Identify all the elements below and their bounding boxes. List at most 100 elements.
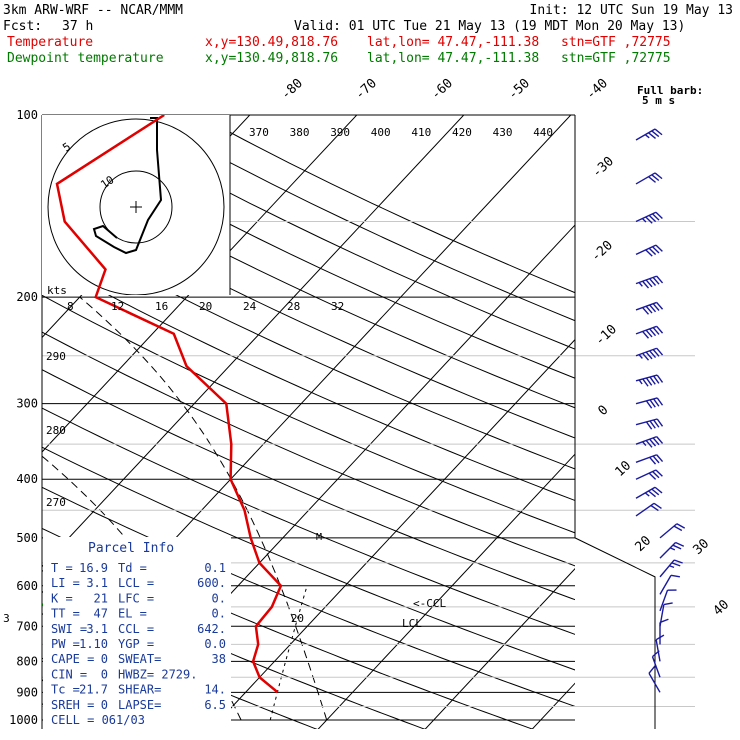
parcel-info-label: PW = (51, 637, 80, 651)
parcel-info-value: 16.9 (79, 561, 108, 575)
wind-barb (635, 301, 664, 315)
dry-adiabat (42, 120, 575, 379)
moist-adiabat (79, 296, 328, 721)
wind-barb-flag (642, 330, 650, 339)
wind-speed-label: 32 (331, 300, 344, 313)
parcel-info-value: 21.7 (79, 683, 108, 697)
isotherm-label: -20 (588, 238, 615, 265)
wind-barb-flag (652, 437, 660, 446)
wind-barb-flag (645, 329, 653, 338)
parcel-info-row: SREH = 0 LAPSE= 6.5 (51, 698, 226, 712)
wind-barb-flag (645, 440, 653, 448)
temperature-curve (55, 115, 283, 694)
lcl-label: LCL (402, 617, 422, 630)
wind-barb (635, 486, 663, 499)
latlon-temp: lat,lon= 47.47,-111.38 (367, 35, 540, 50)
theta-label: 280 (46, 424, 66, 437)
wind-barb-flag (649, 328, 657, 337)
theta-label: 380 (290, 126, 310, 139)
wind-barb (651, 650, 661, 678)
wind-barb-flag (672, 544, 682, 550)
wind-barb-staff (648, 672, 661, 693)
parcel-info-value: 0. (212, 607, 226, 621)
wind-barb (655, 634, 665, 662)
parcel-info-value: 1.10 (79, 637, 108, 651)
wind-barb-flag (673, 559, 683, 564)
wind-speed-label: 28 (287, 300, 300, 313)
parcel-info-label: CAPE = (51, 652, 94, 666)
parcel-info-label: LI = (51, 576, 80, 590)
mixing-ratio-label: 3 (3, 612, 10, 625)
wind-barb (635, 435, 664, 448)
wind-speed-label: 20 (199, 300, 212, 313)
parcel-info-value: 3.1 (86, 576, 108, 590)
wind-barb (659, 589, 677, 612)
parcel-info-value: 0.0 (204, 637, 226, 651)
wind-barbs: Full barb:5 m s (635, 84, 703, 693)
wind-barb-flag (652, 455, 660, 464)
wind-barb-flag (648, 132, 656, 140)
wind-barb-flag (652, 276, 660, 285)
wind-barb (659, 559, 683, 578)
theta-label: 370 (249, 126, 269, 139)
wind-speed-label: 16 (155, 300, 168, 313)
wind-barb-flag (655, 211, 663, 220)
wind-barb-staff (659, 574, 672, 595)
forecast-hours: 37 h (62, 19, 94, 34)
parcel-info-title: Parcel Info (88, 541, 174, 556)
pressure-label: 200 (16, 290, 38, 304)
parcel-info-label: LCL = (118, 576, 154, 590)
wind-barb (635, 469, 663, 480)
parcel-info-label: T = (51, 561, 73, 575)
parcel-info-label: SHEAR= (118, 683, 161, 697)
dry-adiabat (42, 154, 575, 409)
parcel-info-row: PW = 1.10 YGP = 0.0 (51, 637, 226, 651)
parcel-info-label: LAPSE= (118, 698, 161, 712)
wind-speed-unit: kts (47, 284, 67, 297)
isotherm-label: 30 (690, 536, 712, 558)
dry-adiabat (42, 188, 575, 439)
wind-barb-flag (656, 454, 664, 463)
wind-barb-flag (656, 325, 664, 334)
latlon-dew: lat,lon= 47.47,-111.38 (367, 51, 540, 66)
parcel-info-value: 0.1 (204, 561, 226, 575)
wind-barb-flag (651, 488, 660, 496)
wind-barb-flag (638, 379, 643, 385)
parcel-info-label: EL = (118, 607, 147, 621)
barb-legend-label: Full barb: (637, 84, 703, 97)
wind-barb (635, 275, 664, 289)
wind-barb (659, 541, 685, 559)
wind-barb-flag (669, 547, 676, 551)
wind-barb-flag (648, 490, 656, 498)
wind-barb-flag (652, 471, 660, 479)
isotherm-line (0, 102, 48, 733)
xy-coords-dew: x,y=130.49,818.76 (205, 51, 339, 66)
wind-barb-flag (656, 418, 664, 427)
parcel-info-value: 14. (204, 683, 226, 697)
isotherm-line (317, 453, 575, 729)
wind-barb-flag (648, 247, 657, 256)
wind-barb-flag (645, 305, 653, 314)
parcel-info-value: 600. (197, 576, 226, 590)
dry-adiabat (42, 294, 575, 534)
wind-barb (635, 418, 664, 430)
hodograph-ring-label: 10 (98, 173, 116, 191)
wind-barb-flag (650, 504, 659, 512)
isotherm-label: 10 (612, 458, 634, 480)
wind-barb-flag (655, 469, 663, 477)
wind-barb-flag (649, 456, 657, 465)
parcel-info-value: 642. (197, 622, 226, 636)
pressure-label: 400 (16, 472, 38, 486)
parcel-info-label: CIN = (51, 667, 87, 681)
isotherm-label: 0 (595, 403, 611, 419)
wind-barb-flag (645, 351, 653, 360)
parcel-info-label: YGP = (118, 637, 154, 651)
wind-barb-flag (645, 249, 653, 257)
isotherm-line (210, 338, 575, 729)
wind-barb-flag (649, 350, 657, 359)
isotherm-line (42, 115, 358, 453)
wind-barb (635, 244, 663, 257)
wind-barb (648, 665, 661, 693)
wind-barb-flag (654, 172, 663, 180)
wind-barb-flag (654, 486, 663, 494)
